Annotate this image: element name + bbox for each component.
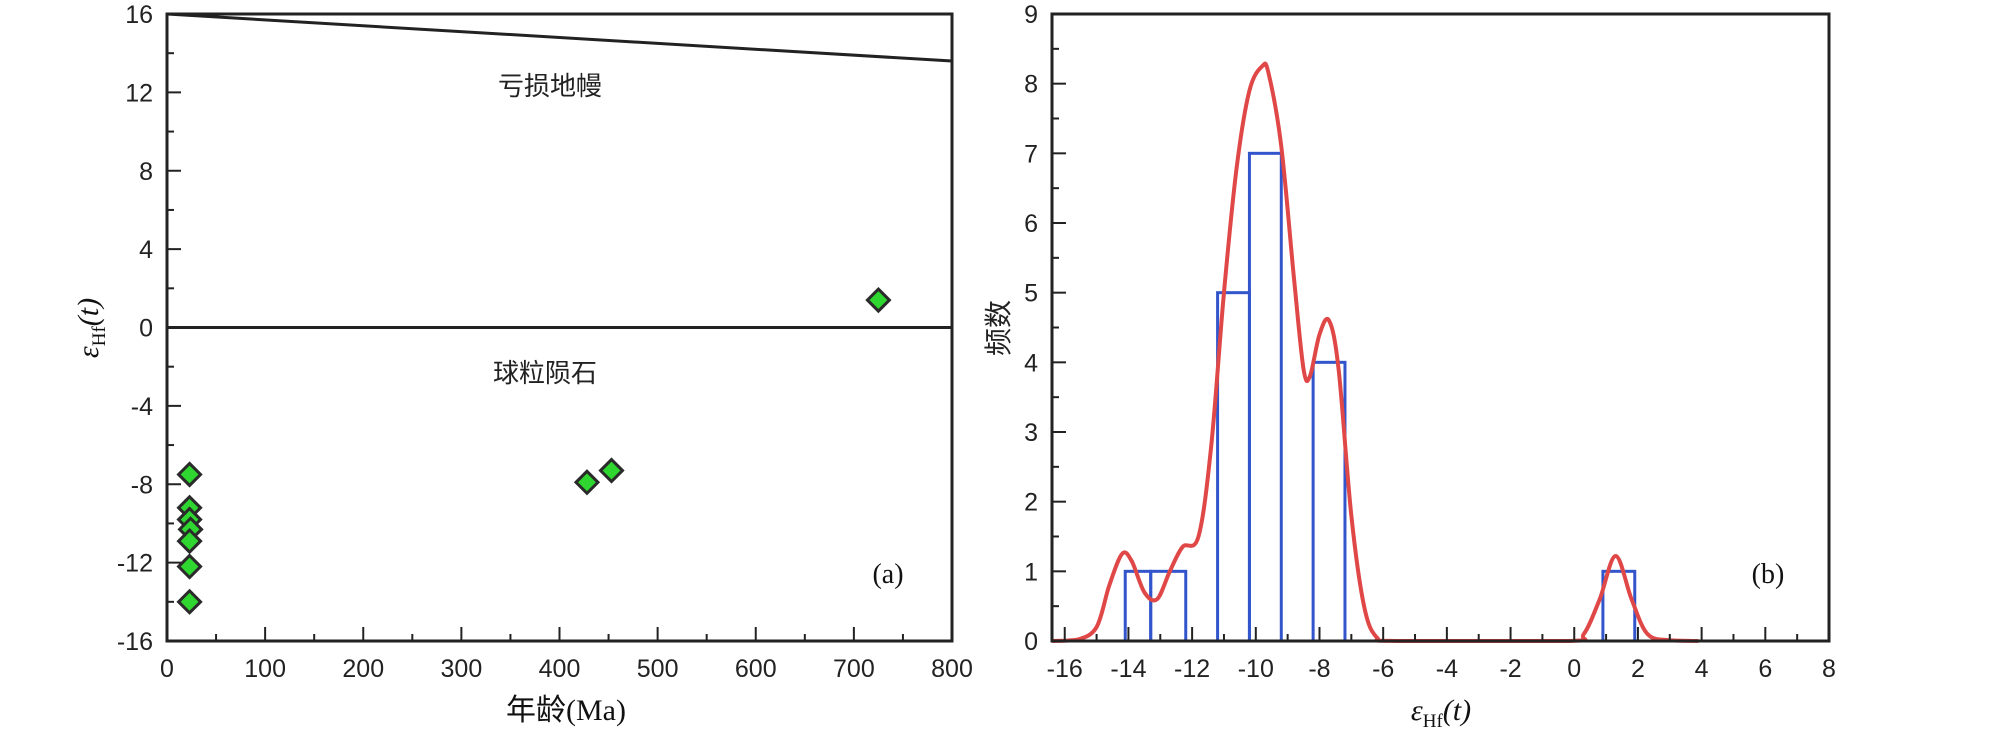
panel-b-x-tick-label: -4 xyxy=(1436,655,1458,683)
panel-a-x-tick-label: 700 xyxy=(833,655,875,683)
panel-b-y-tick-label: 3 xyxy=(1024,419,1038,447)
panel-a-x-tick-label: 0 xyxy=(160,655,174,683)
depleted-mantle-line xyxy=(166,12,953,63)
panel-b-x-title-tail: (t) xyxy=(1443,694,1471,727)
panel-a-y-tick-label: -12 xyxy=(117,550,153,578)
panel-b-y-axis-title: 频数 xyxy=(982,300,1015,356)
panel-b-y-tick-label: 7 xyxy=(1024,140,1038,168)
panel-a-y-tick-label: -4 xyxy=(131,393,153,421)
panel-b-x-title-sub: Hf xyxy=(1423,711,1444,729)
panel-b-y-tick-label: 9 xyxy=(1024,1,1038,29)
panel-a-x-tick-label: 600 xyxy=(735,655,777,683)
depleted-mantle-label: 亏损地幔 xyxy=(498,72,602,102)
panel-b-x-tick-label: 2 xyxy=(1631,655,1645,683)
panel-b-x-tick-label: -8 xyxy=(1308,655,1330,683)
panel-a-x-tick-label: 300 xyxy=(441,655,483,683)
panel-b-x-tick-label: -10 xyxy=(1238,655,1274,683)
panel-b-x-tick-label: 8 xyxy=(1822,655,1836,683)
panel-b-y-tick-label: 4 xyxy=(1024,349,1038,377)
histogram-bar xyxy=(1216,291,1251,643)
panel-a-y-title-main: ε xyxy=(72,346,105,358)
panel-a-x-axis-title: 年龄(Ma) xyxy=(506,694,626,727)
data-point-diamond xyxy=(573,469,601,496)
panel-b-x-axis-title: εHf(t) xyxy=(1411,694,1471,729)
panel-b-x-tick-label: 6 xyxy=(1758,655,1772,683)
histogram-bar xyxy=(1601,569,1637,643)
panel-a-y-title-tail: (t) xyxy=(72,298,105,326)
panel-b-y-tick-label: 5 xyxy=(1024,280,1038,308)
panel-a-y-tick-label: 0 xyxy=(139,315,153,343)
panel-a-ticks: 0 100 200 300 400 500 600 700 800 -16 -12 -8 -4 0 4 8 12… xyxy=(117,1,973,683)
panel-b-y-tick-label: 0 xyxy=(1024,628,1038,656)
panel-b-label: (b) xyxy=(1752,559,1785,590)
panel-a-y-tick-label: 16 xyxy=(125,1,153,29)
panel-a-reference-lines xyxy=(166,12,953,329)
histogram-bar xyxy=(1149,569,1188,643)
panel-a-y-tick-label: -16 xyxy=(117,628,153,656)
panel-b-frame xyxy=(1050,12,1831,643)
panel-b-x-tick-label: -12 xyxy=(1174,655,1210,683)
panel-a-y-tick-label: 4 xyxy=(139,236,153,264)
panel-b-y-tick-label: 6 xyxy=(1024,210,1038,238)
panel-a-x-tick-label: 500 xyxy=(637,655,679,683)
panel-b-x-title-main: ε xyxy=(1411,694,1423,727)
panel-a-y-axis-title: εHf(t) xyxy=(72,298,110,358)
data-point-diamond xyxy=(865,286,892,314)
panel-a-y-tick-label: -8 xyxy=(131,471,153,499)
panel-a-y-tick-label: 12 xyxy=(125,79,153,107)
panel-b-y-tick-label: 2 xyxy=(1024,489,1038,517)
panel-a-y-tick-label: 8 xyxy=(139,158,153,186)
panel-b-x-tick-label: -16 xyxy=(1047,655,1083,683)
panel-b-ticks: -16 -14 -12 -10 -8 -6 -4 -2 0 2 4 6 8 0 1 2 3 4 5 6 7 8 9 xyxy=(1024,1,1836,683)
panel-b-x-tick-label: -6 xyxy=(1372,655,1394,683)
data-point-diamond xyxy=(176,461,203,488)
panel-b-x-tick-label: -14 xyxy=(1110,655,1146,683)
panel-a-label: (a) xyxy=(872,559,903,590)
histogram-bar xyxy=(1247,151,1283,643)
density-curve xyxy=(1051,61,1699,644)
panel-b-y-tick-label: 1 xyxy=(1024,558,1038,586)
panel-b-x-tick-label: -2 xyxy=(1499,655,1521,683)
panel-a: 0 100 200 300 400 500 600 700 800 -16 -12 -8 -4 0 4 8 12… xyxy=(72,1,973,727)
panel-a-points xyxy=(176,286,892,615)
data-point-diamond xyxy=(176,527,203,555)
panel-b-x-tick-label: 4 xyxy=(1695,655,1709,683)
panel-a-x-tick-label: 400 xyxy=(539,655,581,683)
panel-b-y-tick-label: 8 xyxy=(1024,71,1038,99)
panel-b-bars xyxy=(1123,151,1637,643)
panel-a-x-tick-label: 100 xyxy=(244,655,286,683)
data-point-diamond xyxy=(598,457,625,484)
panel-a-x-tick-label: 800 xyxy=(931,655,973,683)
panel-a-y-title-sub: Hf xyxy=(89,326,110,347)
panel-a-x-tick-label: 200 xyxy=(342,655,384,683)
data-point-diamond xyxy=(176,553,203,580)
chondrite-label: 球粒陨石 xyxy=(493,359,597,389)
panel-b-x-tick-label: 0 xyxy=(1567,655,1581,683)
data-point-diamond xyxy=(176,588,203,615)
